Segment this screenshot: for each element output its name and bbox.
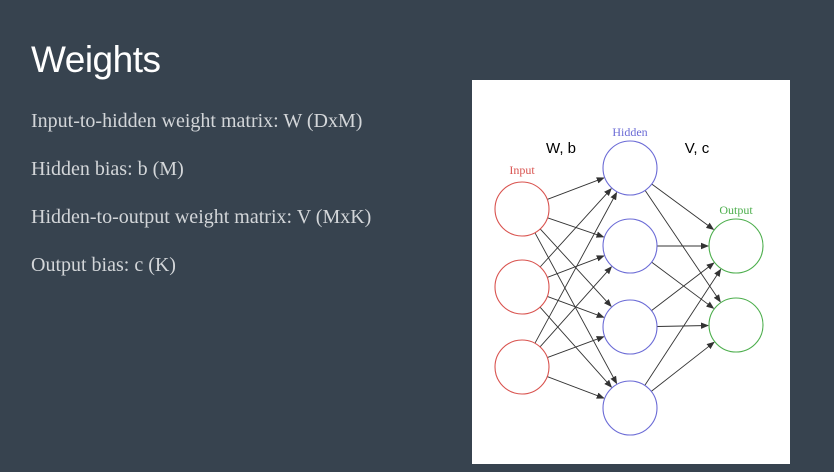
hidden-output-edge-3-1 — [651, 262, 715, 311]
output-layer-label: Output — [719, 203, 753, 217]
connections — [534, 177, 722, 399]
weight-label-w-b: W, b — [546, 140, 576, 157]
input-hidden-edge-1-1 — [547, 177, 605, 200]
input-hidden-edge-3-3 — [547, 336, 605, 359]
bullet-list: Input-to-hidden weight matrix: W (DxM) H… — [31, 107, 371, 299]
hidden-node-3 — [602, 299, 658, 355]
slide-title: Weights — [31, 39, 161, 80]
bullet-output-bias: Output bias: c (K) — [31, 254, 176, 276]
input-node-2 — [494, 259, 550, 315]
hidden-node-1 — [602, 140, 658, 196]
weight-label-v-c: V, c — [685, 140, 710, 157]
input-layer-label: Input — [509, 163, 535, 177]
hidden-output-edge-4-1 — [644, 268, 722, 386]
input-hidden-edge-3-2 — [539, 266, 613, 348]
input-hidden-edge-3-4 — [547, 376, 605, 399]
bullet-hidden-bias: Hidden bias: b (M) — [31, 158, 184, 180]
bullet-hidden-output-weights: Hidden-to-output weight matrix: V (MxK) — [31, 206, 372, 228]
input-hidden-edge-2-2 — [547, 255, 605, 278]
hidden-node-2 — [602, 218, 658, 274]
hidden-output-edge-4-2 — [651, 341, 715, 392]
input-node-1 — [494, 181, 550, 237]
hidden-layer-label: Hidden — [612, 125, 647, 139]
input-hidden-edge-3-1 — [534, 191, 618, 344]
bullet-input-hidden-weights: Input-to-hidden weight matrix: W (DxM) — [31, 110, 363, 132]
hidden-node-4 — [602, 380, 658, 436]
hidden-output-edge-2-2 — [651, 261, 715, 309]
hidden-output-edge-1-1 — [651, 183, 715, 230]
neurons — [494, 140, 764, 436]
input-node-3 — [494, 339, 550, 395]
neural-network-figure: Input Hidden Output W, b V, c — [472, 80, 790, 464]
output-node-2 — [708, 297, 764, 353]
hidden-output-edge-3-2 — [656, 322, 709, 329]
neural-network-diagram: Input Hidden Output W, b V, c — [494, 125, 764, 436]
output-node-1 — [708, 218, 764, 274]
input-hidden-edge-2-1 — [539, 187, 612, 268]
